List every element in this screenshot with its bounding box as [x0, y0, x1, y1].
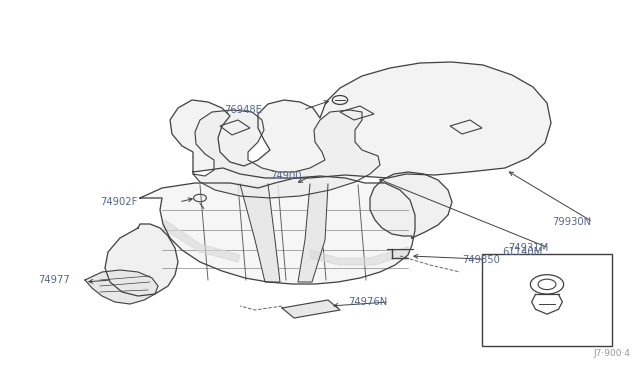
Polygon shape [240, 184, 280, 282]
Text: 74976N: 74976N [348, 297, 387, 307]
Text: 74902F: 74902F [100, 197, 138, 207]
Polygon shape [105, 224, 178, 296]
Polygon shape [310, 247, 408, 265]
Text: 749850: 749850 [462, 255, 500, 265]
Polygon shape [193, 110, 380, 198]
Polygon shape [170, 62, 551, 178]
Bar [482, 254, 612, 346]
Polygon shape [140, 176, 415, 284]
Text: J7·900·4: J7·900·4 [593, 349, 630, 358]
Text: 61140M: 61140M [502, 247, 542, 257]
Text: 76948E: 76948E [224, 105, 262, 115]
Polygon shape [370, 172, 452, 238]
Text: 74900: 74900 [270, 171, 301, 181]
Polygon shape [162, 220, 240, 262]
Text: 79930N: 79930N [552, 217, 591, 227]
Polygon shape [298, 184, 328, 282]
Polygon shape [85, 270, 158, 304]
Text: 74977: 74977 [38, 275, 70, 285]
Text: 74931M: 74931M [508, 243, 548, 253]
Polygon shape [282, 300, 340, 318]
